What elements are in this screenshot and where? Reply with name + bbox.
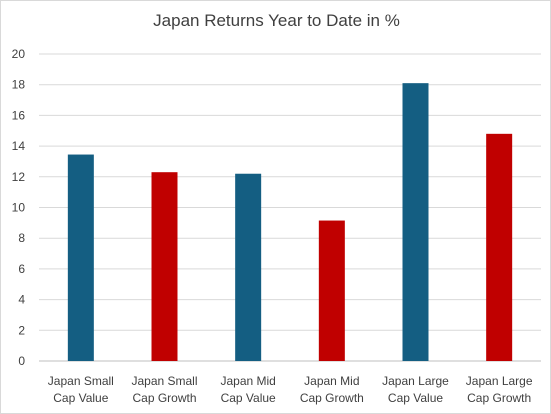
x-category-label-3-line-1: Japan Mid <box>220 374 275 388</box>
y-tick-label-12: 12 <box>12 170 26 184</box>
bar-1 <box>67 154 94 361</box>
bar-3 <box>235 173 262 361</box>
y-tick-label-14: 14 <box>12 139 26 153</box>
y-tick-label-18: 18 <box>12 78 26 92</box>
y-tick-label-16: 16 <box>12 108 26 122</box>
y-tick-label-4: 4 <box>18 293 25 307</box>
x-category-label-1-line-1: Japan Small <box>48 374 114 388</box>
x-category-label-1-line-2: Cap Value <box>53 391 108 405</box>
x-category-label-4-line-1: Japan Mid <box>304 374 359 388</box>
x-category-label-6-line-1: Japan Large <box>466 374 533 388</box>
y-tick-label-8: 8 <box>18 231 25 245</box>
y-tick-label-2: 2 <box>18 323 25 337</box>
bar-4 <box>318 220 345 361</box>
x-category-label-2-line-1: Japan Small <box>131 374 197 388</box>
x-category-label-6-line-2: Cap Growth <box>467 391 531 405</box>
y-tick-label-0: 0 <box>18 354 25 368</box>
bar-5 <box>402 83 429 361</box>
x-category-label-5-line-1: Japan Large <box>382 374 449 388</box>
chart-title: Japan Returns Year to Date in % <box>153 11 400 30</box>
x-category-label-3-line-2: Cap Value <box>221 391 276 405</box>
x-category-label-2-line-2: Cap Growth <box>132 391 196 405</box>
bar-6 <box>486 133 513 361</box>
bar-2 <box>151 172 178 361</box>
y-tick-label-10: 10 <box>12 201 26 215</box>
y-tick-label-20: 20 <box>12 47 26 61</box>
x-category-label-5-line-2: Cap Value <box>388 391 443 405</box>
x-category-label-4-line-2: Cap Growth <box>300 391 364 405</box>
y-tick-label-6: 6 <box>18 262 25 276</box>
